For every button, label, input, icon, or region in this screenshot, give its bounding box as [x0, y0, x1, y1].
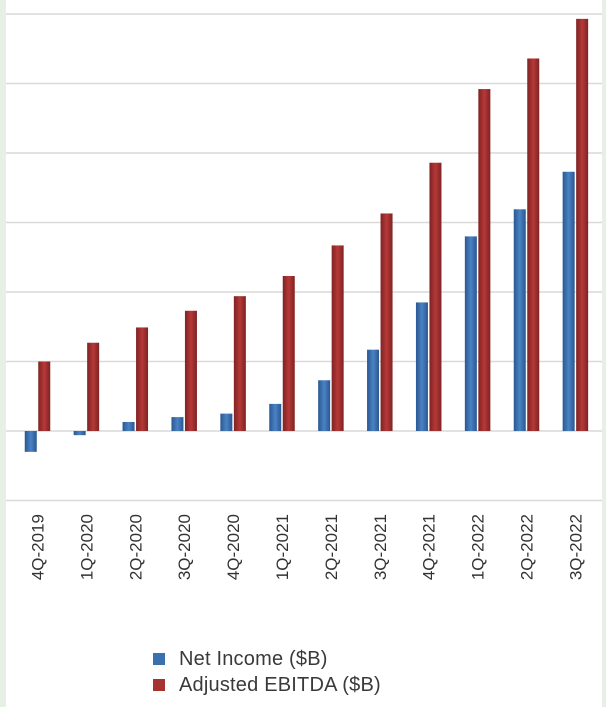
x-tick-label: 4Q-2020 [224, 514, 243, 580]
bar-net-income [464, 236, 477, 431]
bar-net-income [513, 209, 526, 431]
x-tick-label: 4Q-2019 [29, 514, 48, 580]
bar-net-income [367, 349, 380, 431]
gridlines [6, 13, 602, 502]
legend-label-adjusted-ebitda: Adjusted EBITDA ($B) [179, 673, 381, 696]
bar-adjusted-ebitda [87, 342, 100, 431]
bar-net-income [562, 171, 575, 431]
x-tick-label: 2Q-2021 [322, 514, 341, 580]
bar-adjusted-ebitda [380, 213, 393, 431]
legend-swatch-adjusted-ebitda [153, 679, 165, 691]
legend-swatch-net-income [153, 653, 165, 665]
bar-adjusted-ebitda [184, 310, 197, 431]
x-tick-label: 1Q-2021 [273, 514, 292, 580]
bar-net-income [220, 413, 233, 431]
bar-net-income [415, 302, 428, 431]
x-tick-label: 3Q-2020 [175, 514, 194, 580]
chart-frame: 4Q-2019 1Q-2020 2Q-2020 3Q-2020 4Q-2020 1Q-20… [6, 0, 602, 707]
bar-adjusted-ebitda [331, 245, 344, 431]
x-tick-label: 1Q-2022 [469, 514, 488, 580]
bar-adjusted-ebitda [576, 18, 589, 432]
bar-net-income [24, 431, 37, 452]
legend-label-net-income: Net Income ($B) [179, 647, 328, 670]
bar-adjusted-ebitda [478, 89, 491, 431]
bar-net-income [171, 417, 184, 431]
x-tick-label: 2Q-2020 [126, 514, 145, 580]
bar-adjusted-ebitda [527, 58, 540, 431]
bar-adjusted-ebitda [38, 361, 51, 431]
bar-net-income [122, 421, 135, 431]
x-tick-label: 2Q-2022 [518, 514, 537, 580]
bar-adjusted-ebitda [136, 327, 149, 431]
bar-net-income [318, 380, 331, 431]
bar-adjusted-ebitda [282, 276, 295, 431]
bar-adjusted-ebitda [233, 296, 246, 431]
bar-net-income [269, 403, 282, 431]
x-tick-labels: 4Q-2019 1Q-2020 2Q-2020 3Q-2020 4Q-2020 1Q-20… [29, 514, 586, 580]
x-tick-label: 1Q-2020 [77, 514, 96, 580]
x-tick-label: 4Q-2021 [420, 514, 439, 580]
bar-adjusted-ebitda [429, 162, 442, 432]
x-tick-label: 3Q-2021 [371, 514, 390, 580]
bar-chart: 4Q-2019 1Q-2020 2Q-2020 3Q-2020 4Q-2020 1Q-20… [6, 13, 602, 580]
legend: Net Income ($B) Adjusted EBITDA ($B) [153, 646, 381, 698]
legend-item-adjusted-ebitda: Adjusted EBITDA ($B) [153, 672, 381, 698]
bars [24, 18, 589, 452]
x-tick-label: 3Q-2022 [566, 514, 585, 580]
legend-item-net-income: Net Income ($B) [153, 646, 381, 672]
bar-net-income [73, 431, 86, 436]
